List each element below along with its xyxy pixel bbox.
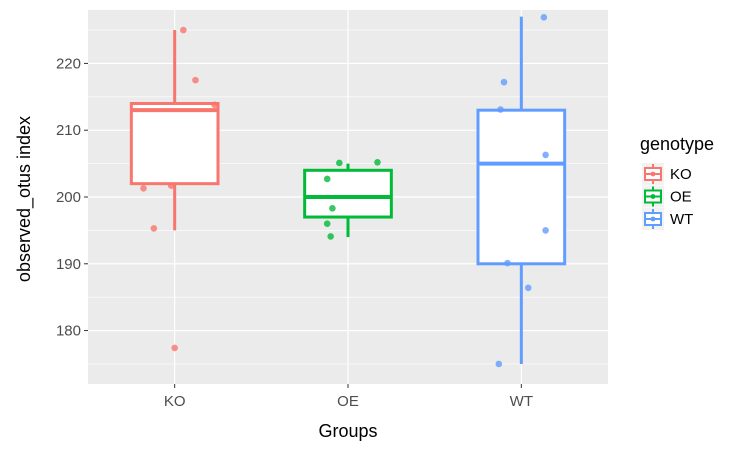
data-point-oe: [323, 175, 331, 183]
box-ko: [129, 30, 220, 231]
legend-key-point: [650, 171, 656, 177]
data-point-oe: [336, 159, 343, 167]
data-point-wt: [495, 360, 503, 368]
legend-label-wt: WT: [670, 211, 693, 228]
x-tick-label: OE: [337, 393, 359, 410]
box-body: [129, 102, 220, 186]
data-point-oe: [329, 205, 336, 212]
data-point-ko: [192, 76, 199, 84]
data-point-ko: [167, 182, 175, 189]
x-tick-label: WT: [510, 393, 533, 410]
box-wt: [476, 16, 567, 364]
data-point-wt: [497, 106, 504, 113]
data-point-ko: [140, 185, 147, 192]
box-body: [303, 168, 393, 219]
y-tick-label: 190: [56, 256, 81, 273]
points-layer: [140, 14, 549, 368]
y-axis-title: observed_otus index: [14, 116, 35, 282]
data-point-wt: [540, 14, 548, 21]
data-point-wt: [500, 78, 508, 86]
data-point-wt: [542, 227, 549, 234]
boxes-layer: [129, 16, 567, 364]
data-point-ko: [180, 26, 187, 34]
legend-title: genotype: [640, 134, 714, 154]
data-point-wt: [524, 284, 532, 292]
x-axis-title: Groups: [318, 421, 377, 441]
box-oe: [303, 163, 393, 238]
data-point-oe: [374, 158, 381, 166]
legend-key-oe: [642, 185, 664, 208]
legend-key-point: [650, 194, 656, 199]
legend-label-oe: OE: [670, 189, 692, 206]
box-body: [476, 108, 567, 266]
data-point-ko: [171, 344, 178, 352]
y-tick-label: 210: [56, 122, 81, 139]
x-tick-label: KO: [164, 393, 186, 410]
legend-key-ko: [642, 163, 664, 185]
x-axis: KO OE WT: [164, 384, 533, 410]
data-point-oe: [327, 233, 334, 240]
legend-label-ko: KO: [670, 166, 692, 183]
y-tick-label: 180: [56, 323, 81, 340]
y-tick-label: 220: [56, 55, 81, 72]
legend: genotype KO OE WT: [640, 134, 714, 230]
legend-key-point: [650, 216, 656, 222]
y-tick-label: 200: [56, 189, 81, 206]
data-point-wt: [504, 259, 511, 267]
data-point-oe: [323, 220, 331, 228]
data-point-ko: [150, 225, 158, 232]
legend-key-wt: [642, 208, 664, 230]
y-axis: 180 190 200 210 220: [56, 55, 88, 340]
data-point-ko: [211, 101, 218, 109]
data-point-wt: [542, 151, 549, 159]
